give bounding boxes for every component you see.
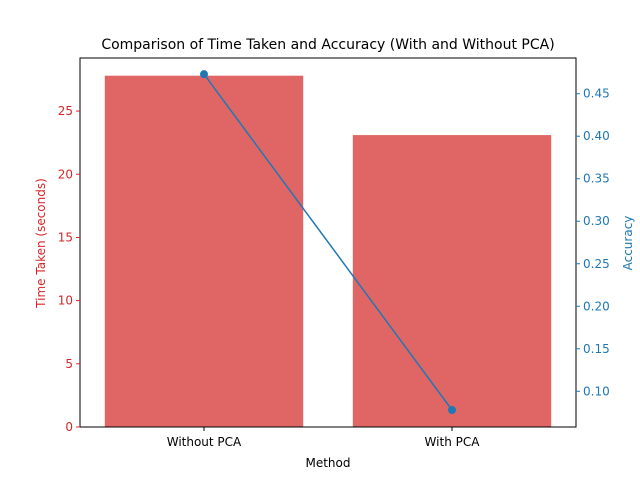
left-tick-label: 25	[58, 104, 73, 118]
left-tick-label: 15	[58, 230, 73, 244]
accuracy-point	[200, 70, 208, 79]
right-tick-label: 0.10	[583, 384, 610, 398]
accuracy-line	[203, 73, 453, 411]
plot-frame	[79, 57, 577, 428]
bar	[104, 75, 304, 428]
bar	[352, 135, 552, 427]
right-tick-label: 0.15	[583, 342, 610, 356]
right-tick-label: 0.45	[583, 87, 610, 101]
left-axis-title: Time Taken (seconds)	[34, 178, 48, 309]
right-tick-label: 0.30	[583, 214, 610, 228]
left-tick-label: 0	[65, 420, 73, 434]
right-tick-label: 0.20	[583, 299, 610, 313]
left-tick-label: 20	[58, 167, 73, 181]
axes-layer: 0 5 10 15 20 25 0.10 0.15 0.20 0.25 0.30 0.35 0.40 0.…	[58, 57, 610, 449]
bars-layer	[104, 75, 552, 428]
right-axis-title: Accuracy	[621, 216, 635, 271]
chart-title: Comparison of Time Taken and Accuracy (W…	[101, 37, 554, 53]
left-tick-label: 10	[58, 294, 73, 308]
x-axis-title: Method	[305, 456, 350, 470]
right-tick-label: 0.40	[583, 129, 610, 143]
line-layer	[200, 70, 456, 414]
right-tick-label: 0.25	[583, 257, 610, 271]
x-tick-label: Without PCA	[167, 435, 242, 449]
accuracy-point	[448, 405, 456, 414]
x-tick-label: With PCA	[425, 435, 481, 449]
left-tick-label: 5	[65, 357, 73, 371]
right-tick-label: 0.35	[583, 172, 610, 186]
